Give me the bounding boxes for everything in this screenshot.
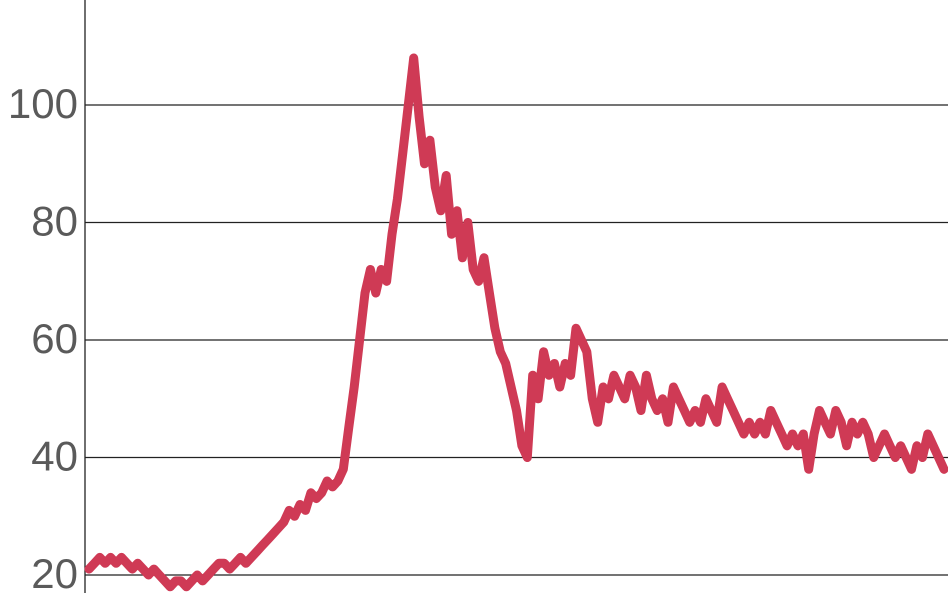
series-line [89,58,944,587]
y-tick-label: 40 [31,433,78,480]
y-tick-label: 60 [31,315,78,362]
y-tick-label: 100 [8,80,78,127]
line-chart: 20 40 60 80 100 [0,0,948,593]
y-tick-label: 80 [31,198,78,245]
y-tick-label: 20 [31,550,78,593]
